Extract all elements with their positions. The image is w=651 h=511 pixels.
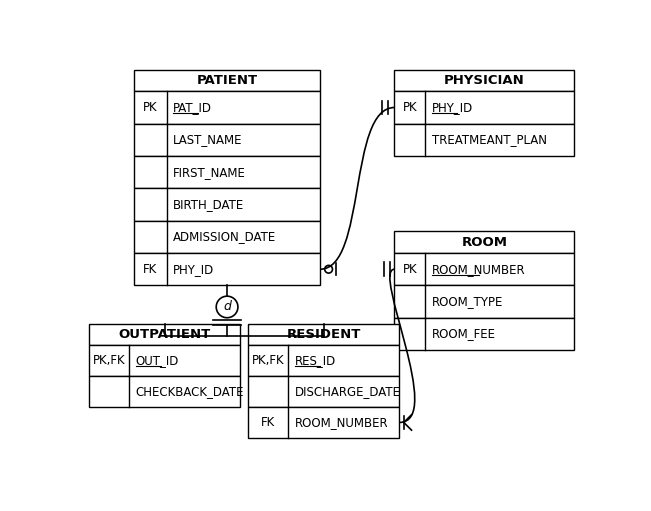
Text: ROOM_TYPE: ROOM_TYPE xyxy=(432,295,503,308)
Bar xyxy=(395,253,574,285)
Text: BIRTH_DATE: BIRTH_DATE xyxy=(173,198,244,211)
Bar xyxy=(395,70,574,91)
Text: FK: FK xyxy=(261,416,275,429)
Bar xyxy=(248,376,399,407)
Bar xyxy=(248,407,399,438)
Text: DISCHARGE_DATE: DISCHARGE_DATE xyxy=(294,385,400,398)
Bar xyxy=(89,324,240,345)
Text: PK: PK xyxy=(403,101,417,114)
Text: FK: FK xyxy=(143,263,158,276)
Bar xyxy=(134,70,320,91)
Text: ROOM: ROOM xyxy=(462,236,507,249)
Bar xyxy=(89,376,240,407)
Text: OUT_ID: OUT_ID xyxy=(135,354,179,367)
Bar xyxy=(89,345,240,376)
Text: PHY_ID: PHY_ID xyxy=(432,101,473,114)
Text: PATIENT: PATIENT xyxy=(197,74,258,87)
Text: RESIDENT: RESIDENT xyxy=(286,328,361,341)
Text: ROOM_NUMBER: ROOM_NUMBER xyxy=(294,416,388,429)
Bar xyxy=(134,124,320,156)
Bar xyxy=(248,324,399,345)
Bar xyxy=(395,285,574,318)
Text: TREATMEANT_PLAN: TREATMEANT_PLAN xyxy=(432,133,547,146)
Bar xyxy=(395,231,574,253)
Text: PHYSICIAN: PHYSICIAN xyxy=(444,74,525,87)
Text: PK: PK xyxy=(403,263,417,276)
Text: ROOM_NUMBER: ROOM_NUMBER xyxy=(432,263,525,276)
Bar xyxy=(134,91,320,124)
Bar xyxy=(134,189,320,221)
Text: LAST_NAME: LAST_NAME xyxy=(173,133,242,146)
Bar xyxy=(134,253,320,285)
Bar xyxy=(395,91,574,124)
Bar xyxy=(395,124,574,156)
Text: CHECKBACK_DATE: CHECKBACK_DATE xyxy=(135,385,244,398)
Text: d: d xyxy=(223,300,231,313)
Text: OUTPATIENT: OUTPATIENT xyxy=(118,328,211,341)
Text: FIRST_NAME: FIRST_NAME xyxy=(173,166,245,179)
Bar xyxy=(248,345,399,376)
Text: PAT_ID: PAT_ID xyxy=(173,101,212,114)
Text: PK: PK xyxy=(143,101,158,114)
Bar xyxy=(134,156,320,189)
Text: PK,FK: PK,FK xyxy=(93,354,126,367)
Text: ROOM_FEE: ROOM_FEE xyxy=(432,328,495,340)
Bar xyxy=(395,318,574,350)
Text: RES_ID: RES_ID xyxy=(294,354,336,367)
Bar xyxy=(134,221,320,253)
Text: ADMISSION_DATE: ADMISSION_DATE xyxy=(173,230,276,243)
Text: PHY_ID: PHY_ID xyxy=(173,263,214,276)
Text: PK,FK: PK,FK xyxy=(252,354,284,367)
